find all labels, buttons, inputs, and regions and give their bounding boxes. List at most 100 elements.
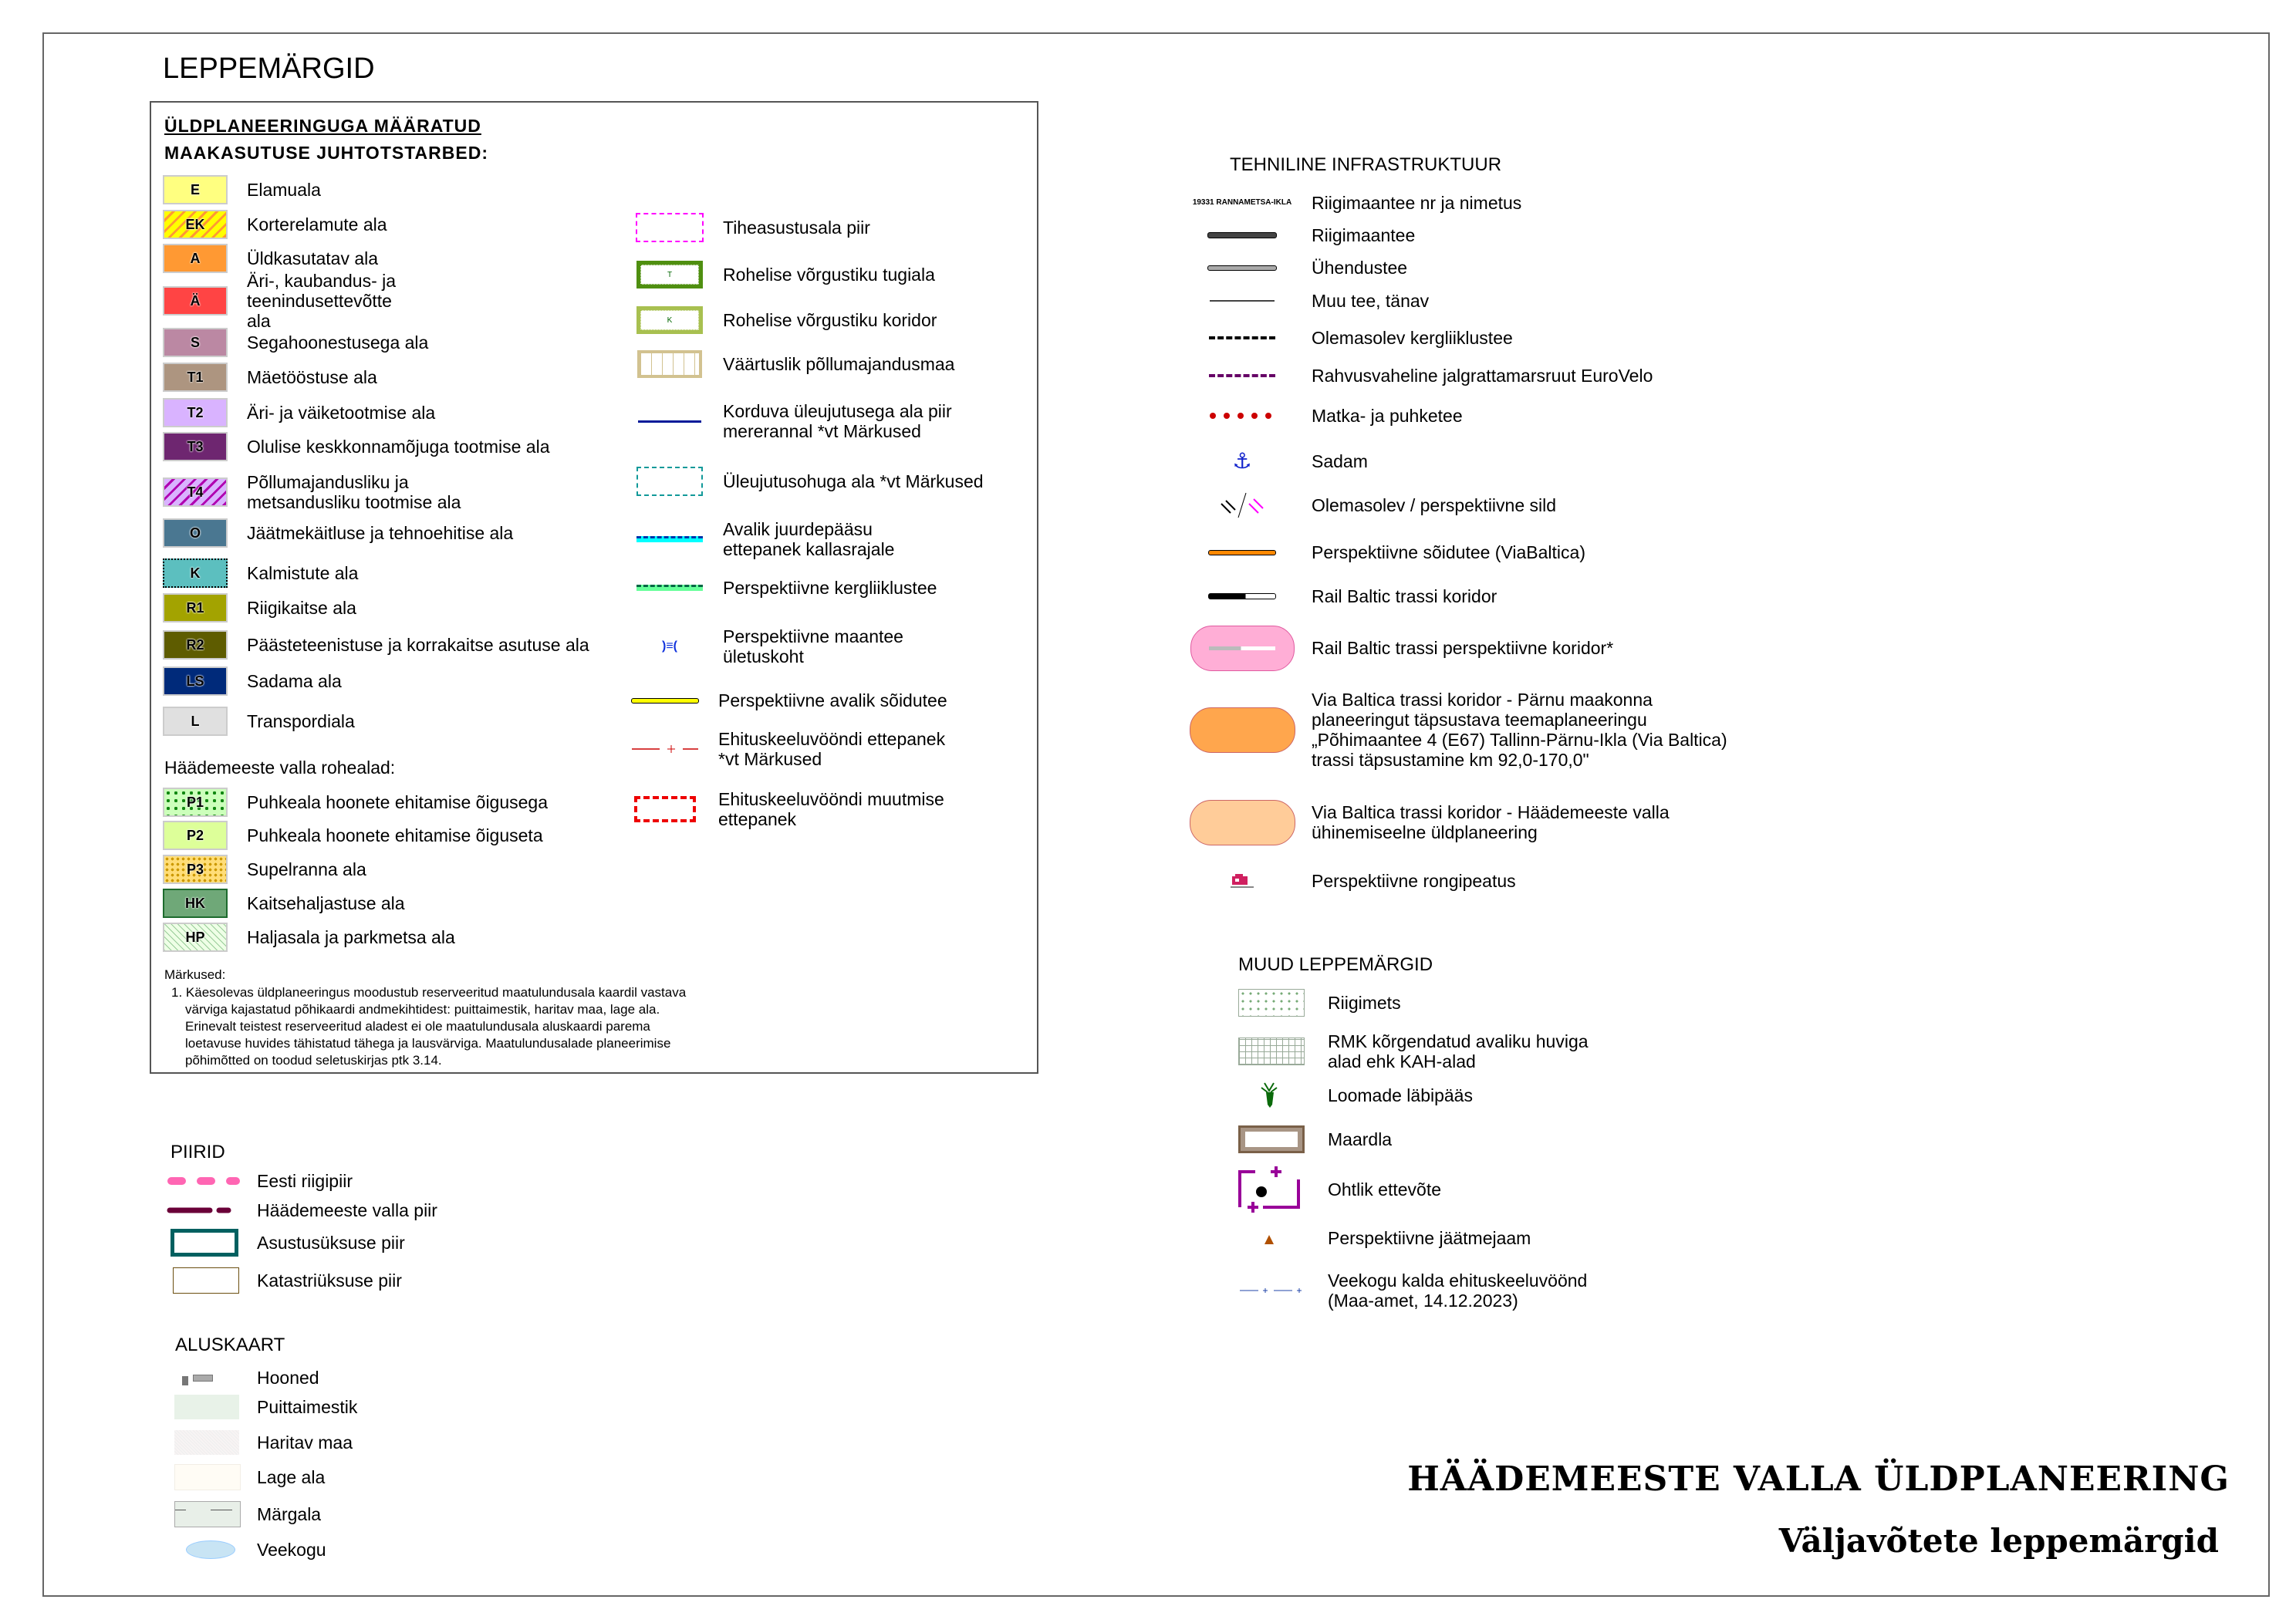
legend-item: Ehituskeeluvööndi ettepanek *vt Märkused <box>630 729 957 769</box>
legend-label: Loomade läbipääs <box>1328 1085 1473 1105</box>
infra-heading: TEHNILINE INFRASTRUKTUUR <box>1230 154 1502 175</box>
legend-item: A Üldkasutatav ala <box>163 241 378 275</box>
legend-item: Ä Äri-, kaubandus- ja teenindusettevõtte … <box>163 271 417 331</box>
other-road-line <box>1173 300 1312 302</box>
legend-label: Äri-, kaubandus- ja teenindusettevõtte a… <box>247 271 397 331</box>
via-baltica-county-corridor-symbol <box>1173 707 1312 753</box>
legend-item: Haritav maa <box>171 1426 353 1459</box>
legend-item: K Kalmistute ala <box>163 556 358 590</box>
plan-subtitle: Väljavõtete leppemärgid <box>1778 1522 2219 1560</box>
legend-label: Riigimaantee <box>1312 225 1416 245</box>
legend-item: T Rohelise võrgustiku tugiala <box>634 258 935 292</box>
legend-label: Korduva üleujutusega ala piir mererannal… <box>723 401 952 441</box>
legend-label: Eesti riigipiir <box>257 1171 353 1191</box>
swatch-r1: R1 <box>163 593 228 623</box>
legend-item: Veekogu <box>171 1533 326 1567</box>
legend-item: Asustusüksuse piir <box>171 1226 405 1260</box>
legend-item: Puittaimestik <box>171 1390 357 1424</box>
legend-item: P3 Supelranna ala <box>163 852 366 886</box>
swatch-k: K <box>163 558 228 588</box>
legend-label: Põllumajandusliku ja metsandusliku tootm… <box>247 472 461 512</box>
legend-item: T1 Mäetööstuse ala <box>163 360 377 394</box>
legend-item: Via Baltica trassi koridor - Häädemeeste… <box>1173 799 1713 845</box>
swatch-t3: T3 <box>163 432 228 461</box>
legend-label: Olulise keskkonnamõjuga tootmise ala <box>247 437 550 457</box>
swatch-t4: T4 <box>163 477 228 507</box>
legend-item: E Elamuala <box>163 173 321 207</box>
legend-item: RMK kõrgendatud avaliku huviga alad ehk … <box>1238 1031 1621 1071</box>
legend-label: Elamuala <box>247 180 321 200</box>
green-network-corridor-symbol: K <box>634 305 705 336</box>
legend-item: Lage ala <box>171 1460 325 1494</box>
legend-label: Häädemeeste valla piir <box>257 1200 437 1220</box>
legend-label: Üldkasutatav ala <box>247 248 379 268</box>
legend-label: Via Baltica trassi koridor - Häädemeeste… <box>1312 802 1670 842</box>
legend-item: Ühendustee <box>1173 251 1407 285</box>
legend-item: Perspektiivne sõidutee (ViaBaltica) <box>1173 535 1585 569</box>
legend-item: EK Korterelamute ala <box>163 208 387 241</box>
legend-item: O Jäätmekäitluse ja tehnoehitise ala <box>163 516 513 550</box>
legend-label: Perspektiivne jäätmejaam <box>1328 1228 1531 1248</box>
legend-item: HP Haljasala ja parkmetsa ala <box>163 920 455 954</box>
legend-label: Katastriüksuse piir <box>257 1270 402 1291</box>
legend-label: Puhkeala hoonete ehitamise õigusega <box>247 792 549 812</box>
legend-label: Rahvusvaheline jalgrattamarsruut EuroVel… <box>1312 366 1653 386</box>
legend-label: Ühendustee <box>1312 258 1408 278</box>
legend-item: P2 Puhkeala hoonete ehitamise õiguseta <box>163 818 543 852</box>
municipality-border-line <box>167 1206 257 1214</box>
swatch-t2: T2 <box>163 398 228 427</box>
legend-item: Rail Baltic trassi perspektiivne koridor… <box>1173 625 1613 671</box>
legend-label: RMK kõrgendatud avaliku huviga alad ehk … <box>1328 1031 1589 1071</box>
flood-risk-area-symbol <box>634 466 705 497</box>
legend-item: Perspektiivne avalik sõidutee <box>630 683 947 717</box>
legend-label: Väärtuslik põllumajandusmaa <box>723 354 955 374</box>
legend-label: Jäätmekäitluse ja tehnoehitise ala <box>247 523 514 543</box>
legend-item: Riigimets <box>1238 986 1401 1020</box>
legend-label: Riigimets <box>1328 993 1401 1013</box>
legend-label: Supelranna ala <box>247 859 366 879</box>
legend-item: LS Sadama ala <box>163 664 342 698</box>
legend-label: Puittaimestik <box>257 1397 358 1417</box>
legend-item: Avalik juurdepääsu ettepanek kallasrajal… <box>634 519 923 559</box>
legend-item: Eesti riigipiir <box>167 1164 353 1198</box>
basemap-heading: ALUSKAART <box>175 1335 285 1355</box>
legend-item: 19331 RANNAMETSA-IKLA Riigimaantee nr ja … <box>1173 186 1521 220</box>
swatch-p3: P3 <box>163 855 228 884</box>
buildings-symbol <box>171 1370 257 1385</box>
legend-label: Päästeteenistuse ja korrakaitse asutuse … <box>247 635 589 655</box>
building-ban-zone-line <box>630 734 701 764</box>
legend-label: Riigimaantee nr ja nimetus <box>1312 193 1522 213</box>
legend-label: Lage ala <box>257 1467 326 1487</box>
legend-label: Perspektiivne maantee ületuskoht <box>723 626 903 666</box>
legend-label: Sadam <box>1312 451 1368 471</box>
planned-cycleway-line <box>634 572 705 603</box>
swatch-e: E <box>163 175 228 204</box>
legend-item: Korduva üleujutusega ala piir mererannal… <box>634 401 977 441</box>
swatch-hk: HK <box>163 889 228 918</box>
hazardous-enterprise-icon <box>1238 1164 1328 1215</box>
road-crossing-icon: )≡( <box>662 639 677 653</box>
legend-item: Ohtlik ettevõte <box>1238 1166 1441 1213</box>
mineral-deposit-symbol <box>1238 1125 1328 1153</box>
settlement-border-symbol <box>171 1229 257 1257</box>
legend-label: Veekogu kalda ehituskeeluvöönd (Maa-amet… <box>1328 1270 1588 1311</box>
legend-item: Matka- ja puhketee <box>1173 399 1463 433</box>
legend-item: ⚓︎ Sadam <box>1173 444 1368 478</box>
legend-label: Kalmistute ala <box>247 563 359 583</box>
cadastral-border-symbol <box>171 1267 257 1294</box>
legend-label: Olemasolev / perspektiivne sild <box>1312 495 1557 515</box>
swatch-r2: R2 <box>163 630 228 660</box>
legend-item: Perspektiivne rongipeatus <box>1173 864 1516 898</box>
swatch-ls: LS <box>163 666 228 696</box>
dense-settlement-border-symbol <box>634 212 705 243</box>
swatch-a: A <box>163 244 228 273</box>
legend-item: Üleujutusohuga ala *vt Märkused <box>634 464 984 498</box>
bridge-icon <box>1173 490 1312 521</box>
legend-item: Häädemeeste valla piir <box>167 1193 437 1227</box>
train-icon <box>1173 872 1312 889</box>
legend-label: Märgala <box>257 1504 322 1524</box>
legend-item: Via Baltica trassi koridor - Pärnu maako… <box>1173 687 1744 772</box>
legend-label: Asustusüksuse piir <box>257 1233 405 1253</box>
green-network-core-symbol: T <box>634 259 705 290</box>
swatch-t1: T1 <box>163 363 228 392</box>
